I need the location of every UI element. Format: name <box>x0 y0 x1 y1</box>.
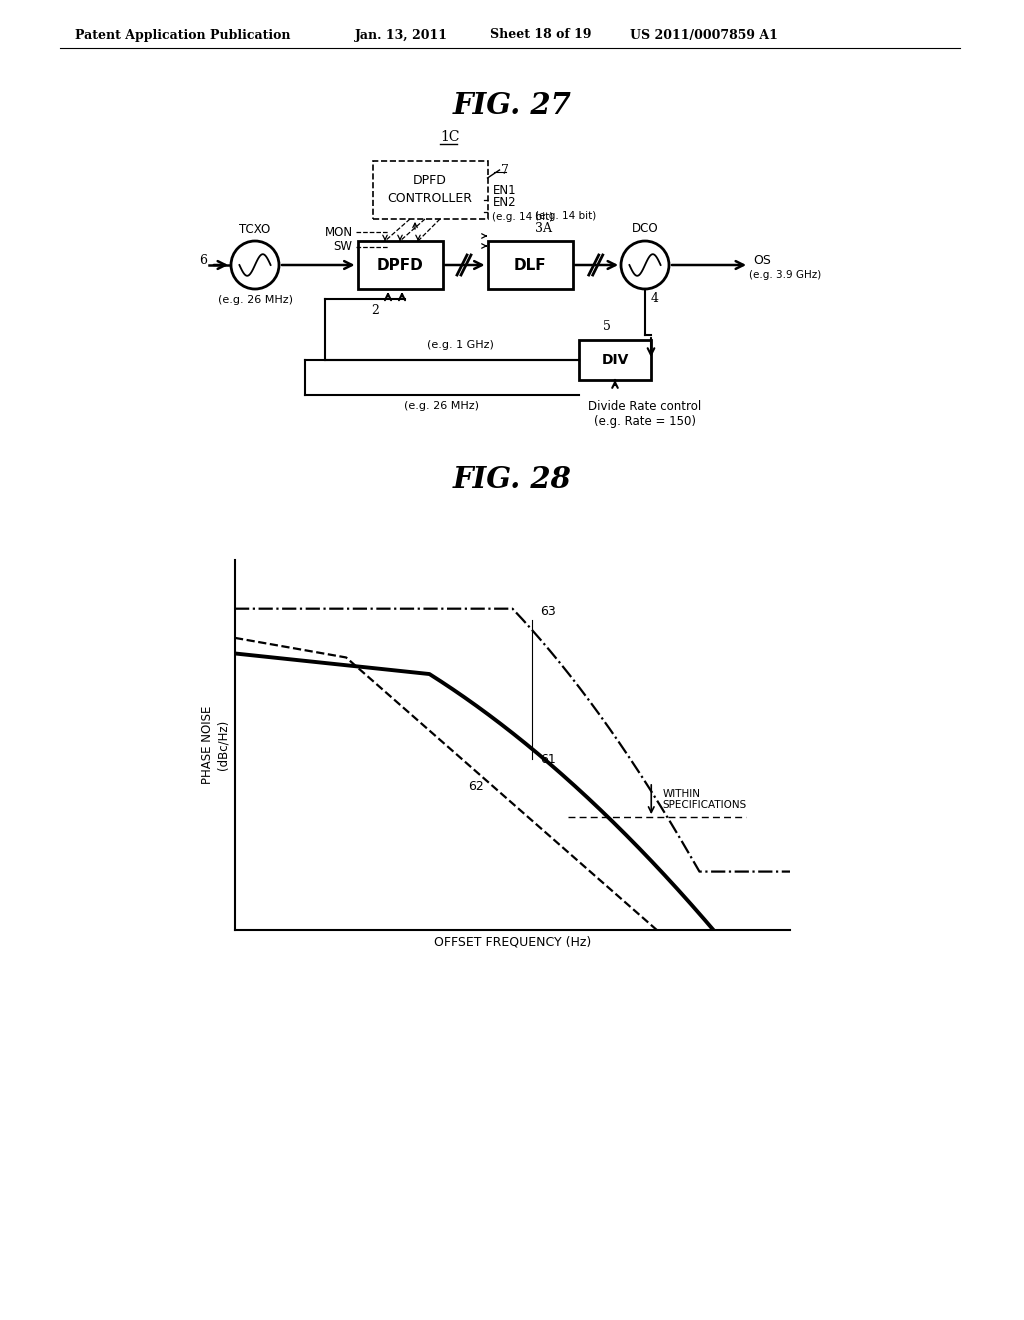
Text: OS: OS <box>753 253 771 267</box>
Text: EN2: EN2 <box>493 195 516 209</box>
Bar <box>357 242 442 289</box>
Text: SW: SW <box>334 240 352 253</box>
X-axis label: OFFSET FREQUENCY (Hz): OFFSET FREQUENCY (Hz) <box>434 936 591 949</box>
Text: DLF: DLF <box>514 257 547 272</box>
Text: 6: 6 <box>199 253 207 267</box>
Text: DCO: DCO <box>632 222 658 235</box>
Text: (e.g. 14 bit): (e.g. 14 bit) <box>493 213 554 222</box>
Text: CONTROLLER: CONTROLLER <box>387 193 472 206</box>
Text: 62: 62 <box>468 780 484 793</box>
Y-axis label: PHASE NOISE
(dBc/Hz): PHASE NOISE (dBc/Hz) <box>202 706 229 784</box>
Text: 5: 5 <box>603 319 611 333</box>
Text: (e.g. Rate = 150): (e.g. Rate = 150) <box>594 414 696 428</box>
Text: (e.g. 3.9 GHz): (e.g. 3.9 GHz) <box>749 271 821 280</box>
Text: (e.g. 26 MHz): (e.g. 26 MHz) <box>217 294 293 305</box>
Text: WITHIN
SPECIFICATIONS: WITHIN SPECIFICATIONS <box>663 789 746 810</box>
Text: FIG. 28: FIG. 28 <box>453 466 571 495</box>
Text: 4: 4 <box>651 293 659 305</box>
Text: 1C: 1C <box>440 129 460 144</box>
Text: 7: 7 <box>502 164 509 177</box>
Text: Patent Application Publication: Patent Application Publication <box>75 29 291 41</box>
Text: Sheet 18 of 19: Sheet 18 of 19 <box>490 29 592 41</box>
Text: DPFD: DPFD <box>413 174 446 187</box>
Text: Jan. 13, 2011: Jan. 13, 2011 <box>355 29 449 41</box>
Text: 63: 63 <box>541 605 556 618</box>
Circle shape <box>231 242 279 289</box>
Text: (e.g. 26 MHz): (e.g. 26 MHz) <box>404 401 479 411</box>
Text: DPFD: DPFD <box>377 257 423 272</box>
Bar <box>579 341 651 380</box>
Text: TCXO: TCXO <box>240 223 270 236</box>
Text: 3A: 3A <box>535 223 552 235</box>
Text: EN1: EN1 <box>493 183 516 197</box>
Text: (e.g. 1 GHz): (e.g. 1 GHz) <box>427 341 494 350</box>
Text: Divide Rate control: Divide Rate control <box>589 400 701 413</box>
Text: 61: 61 <box>541 752 556 766</box>
Text: FIG. 27: FIG. 27 <box>453 91 571 120</box>
Text: 2: 2 <box>371 305 379 318</box>
Text: US 2011/0007859 A1: US 2011/0007859 A1 <box>630 29 778 41</box>
Circle shape <box>621 242 669 289</box>
Text: MON: MON <box>325 226 352 239</box>
Text: (e.g. 14 bit): (e.g. 14 bit) <box>535 211 596 220</box>
Bar <box>487 242 572 289</box>
Text: DIV: DIV <box>601 352 629 367</box>
Bar <box>373 161 487 219</box>
